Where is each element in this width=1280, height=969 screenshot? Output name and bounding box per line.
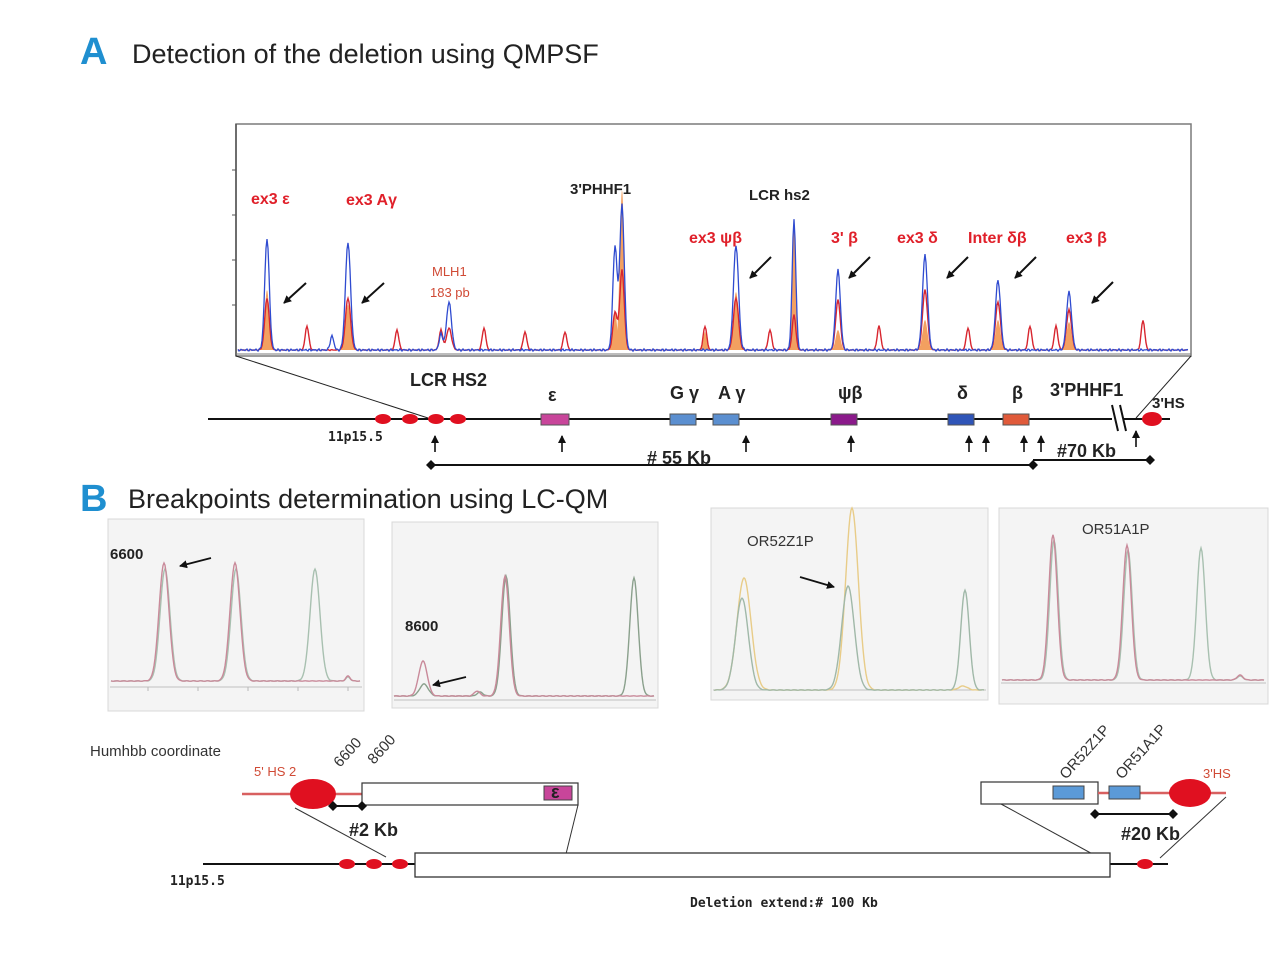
arrow-6600: [179, 557, 212, 569]
arrow-ex3-beta: [1091, 281, 1114, 304]
arrow-inter-deltabeta: [1014, 256, 1037, 279]
orange-peak: [828, 330, 848, 350]
map-label-lcr-hs2: LCR HS2: [410, 370, 487, 390]
peak-label-3-beta: 3' β: [831, 230, 858, 247]
orange-peak: [786, 220, 802, 350]
5hs2-site: [290, 779, 336, 809]
peak-label-ex3-beta: ex3 β: [1066, 230, 1107, 247]
orange-peak: [914, 320, 936, 350]
orange-peak: [606, 312, 624, 350]
peak-label-inter-deltabeta: Inter δβ: [968, 230, 1027, 247]
orange-peak: [257, 290, 277, 350]
right-breakpoint-map: [980, 779, 1226, 819]
arrow-ex3-delta: [946, 256, 969, 279]
gene-delta: [947, 413, 975, 426]
3hs-site-b: [1169, 779, 1211, 807]
peak-arrows: [283, 256, 1114, 304]
gene-or52z1p: [1052, 785, 1085, 800]
blue-trace: [237, 203, 1189, 353]
map-label-70kb: #70 Kb: [1057, 441, 1116, 461]
arrow-3-beta: [848, 256, 871, 279]
gene-beta: [1002, 413, 1030, 426]
orange-peak: [1058, 322, 1080, 350]
panel-a-title: Detection of the deletion using QMPSF: [132, 39, 599, 69]
orange-peak: [725, 292, 747, 350]
lcr-hs-site: [428, 414, 444, 424]
zoom-line-right: [1135, 355, 1192, 419]
map-label-ggamma: G γ: [670, 383, 699, 403]
map-label-epsilon: ε: [548, 385, 557, 405]
arrow-or52z1p: [799, 576, 835, 589]
plot-label-or52z1p: OR52Z1P: [747, 533, 814, 550]
plot-label-8600: 8600: [405, 618, 438, 635]
label-coord-6600: 6600: [330, 734, 365, 770]
label-locus-b: 11p15.5: [170, 874, 225, 889]
peak-label-ex3-psibeta: ex3 ψβ: [689, 230, 742, 247]
map-label-psibeta: ψβ: [838, 383, 863, 403]
epsilon-box: [543, 785, 573, 801]
panel-a-letter: A: [80, 31, 107, 73]
map-label-55kb: # 55 Kb: [647, 448, 711, 468]
lcr-hs-site: [402, 414, 418, 424]
peak-label-mlh1: MLH1: [432, 264, 467, 279]
peak-label-ex3-delta: ex3 δ: [897, 230, 938, 247]
arrow-ex3-agamma: [361, 282, 385, 304]
qmpsf-electropherogram: [232, 123, 1192, 357]
peak-label-lcr-hs2: LCR hs2: [749, 187, 810, 204]
map-label-beta: β: [1012, 383, 1023, 403]
zoom-line-left: [235, 355, 429, 419]
map-label-delta: δ: [957, 383, 968, 403]
arrow-ex3-epsilon: [283, 282, 307, 304]
map-label-3hs: 3'HS: [1152, 395, 1185, 412]
gene-or51a1p: [1108, 785, 1141, 800]
plot-label-or51a1p: OR51A1P: [1082, 521, 1150, 538]
map-label-locus: 11p15.5: [328, 430, 383, 445]
melt-plot-or51a1p: [998, 507, 1269, 705]
arrow-8600: [432, 676, 467, 688]
left-breakpoint-map: [242, 779, 579, 811]
label-3hs-b: 3'HS: [1203, 766, 1231, 781]
deleted-region: [414, 852, 1111, 878]
deletion-map: [203, 852, 1168, 878]
melt-plot-6600: [107, 518, 365, 712]
label-or52z1p-map: OR52Z1P: [1056, 722, 1113, 783]
gene-agamma: [712, 413, 740, 426]
3hs-site: [1142, 412, 1162, 426]
peak-label-3phhf1: 3'PHHF1: [570, 181, 631, 198]
peak-label-ex3-epsilon: ex3 ε: [251, 191, 290, 208]
orange-peak: [697, 332, 713, 350]
map-label-agamma: A γ: [718, 383, 745, 403]
orange-peak: [337, 305, 359, 350]
peak-label-ex3-agamma: ex3 Aγ: [346, 192, 397, 209]
peak-label-mlh1-size: 183 pb: [430, 285, 470, 300]
gene-psibeta: [830, 413, 858, 426]
melt-plot-8600: [391, 521, 659, 709]
humhbb-coordinate-label: Humhbb coordinate: [90, 743, 221, 760]
panel-b-title: Breakpoints determination using LC-QM: [128, 484, 608, 514]
label-2kb: #2 Kb: [349, 820, 398, 840]
plot-label-6600: 6600: [110, 546, 143, 563]
globin-locus-map-a: [208, 404, 1170, 470]
gene-ggamma: [669, 413, 697, 426]
epsilon-box-label: ε: [551, 782, 560, 802]
arrow-ex3-psibeta: [749, 256, 772, 279]
label-20kb: #20 Kb: [1121, 824, 1180, 844]
panel-b-letter: B: [80, 478, 107, 520]
gene-epsilon: [540, 413, 570, 426]
orange-peak: [987, 320, 1009, 350]
label-5hs2: 5' HS 2: [254, 764, 296, 779]
lcr-hs-site: [375, 414, 391, 424]
label-or51a1p-map: OR51A1P: [1112, 721, 1170, 783]
lcr-hs-site: [450, 414, 466, 424]
breakpoint-zoom-lines: [294, 796, 1227, 859]
label-deletion-extent: Deletion extend:# 100 Kb: [690, 896, 878, 911]
melt-plot-or52z1p: [710, 506, 989, 701]
map-label-3phhf1: 3'PHHF1: [1050, 380, 1123, 400]
label-coord-8600: 8600: [364, 731, 399, 767]
